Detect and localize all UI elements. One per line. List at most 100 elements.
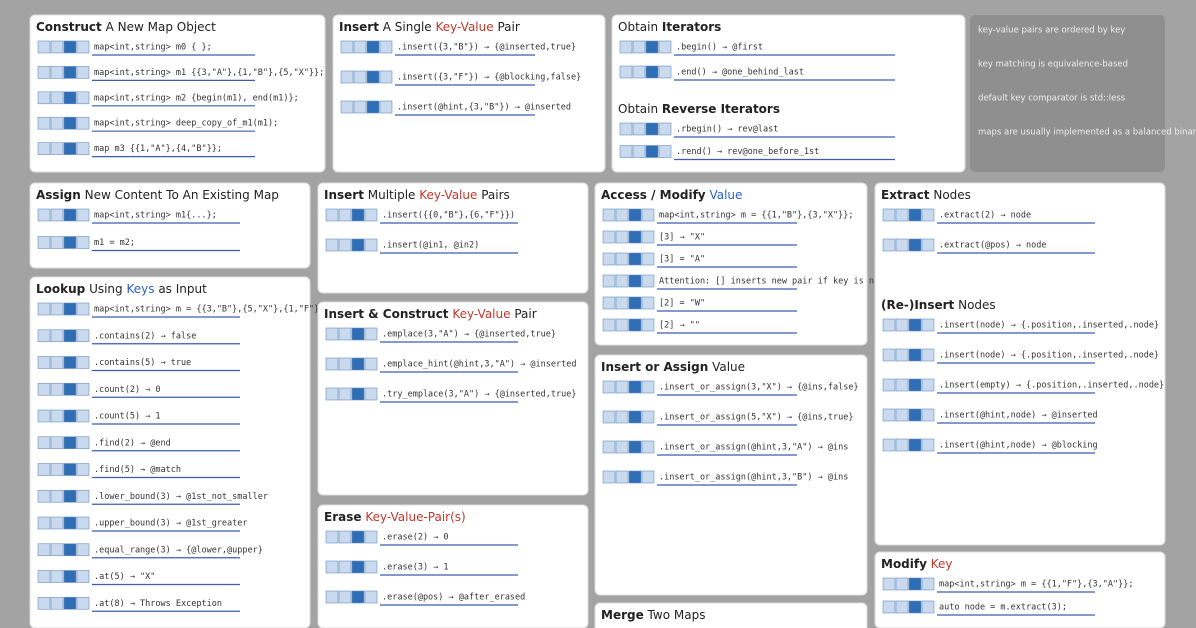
- panel: [874, 182, 1166, 546]
- cell: [50, 409, 64, 423]
- title-part: Obtain: [618, 20, 662, 34]
- cell: [645, 40, 659, 54]
- cell: [602, 274, 616, 288]
- cell: [632, 145, 646, 158]
- cell: [37, 66, 51, 79]
- panel: [874, 551, 1166, 628]
- cell: [908, 408, 922, 422]
- panel: [317, 182, 589, 294]
- code-line: .at(8) → Throws Exception: [94, 599, 222, 609]
- cell: [908, 600, 922, 614]
- cell: [628, 252, 642, 266]
- cell: [619, 122, 633, 136]
- title-part: Modify: [881, 557, 927, 571]
- title-part: Value: [709, 188, 742, 202]
- title-part: Nodes: [930, 188, 971, 202]
- row: Attention: [] inserts new pair if key is…: [602, 274, 930, 290]
- title-part: Lookup: [36, 282, 86, 296]
- title-part: Pair: [494, 20, 520, 34]
- code-line: map<int,string> m = {{1,"B"},{3,"X"}};: [659, 211, 853, 221]
- panel: [29, 182, 311, 269]
- cell: [351, 590, 365, 604]
- cell: [364, 238, 378, 252]
- cell: [63, 208, 77, 222]
- cell: [50, 40, 64, 54]
- cell: [76, 208, 90, 222]
- cell: [895, 238, 909, 252]
- cell: [50, 329, 64, 343]
- cell: [37, 208, 51, 222]
- cell: [37, 142, 51, 155]
- cell: [63, 596, 77, 610]
- code-line: .contains(5) → true: [94, 358, 191, 368]
- cell: [325, 208, 339, 222]
- cell: [76, 489, 90, 503]
- panel: [29, 14, 326, 173]
- row: .at(8) → Throws Exception: [37, 596, 240, 612]
- cell: [366, 100, 380, 114]
- code-line: .erase(2) → 0: [382, 533, 449, 543]
- cell: [366, 70, 380, 84]
- code-line: .insert(@in1, @in2): [382, 241, 479, 251]
- cell: [325, 530, 339, 544]
- cell: [351, 238, 365, 252]
- code-line: map<int,string> m1 {{3,"A"},{1,"B"},{5,"…: [94, 68, 324, 78]
- cell: [63, 236, 77, 249]
- code-line: .extract(@pos) → node: [939, 241, 1046, 251]
- cell: [379, 40, 393, 54]
- row: .erase(2) → 0: [325, 530, 518, 546]
- cell: [615, 274, 629, 288]
- cell: [63, 489, 77, 503]
- panel-title: Construct A New Map Object: [36, 20, 216, 34]
- title-part: Key-Value-Pair(s): [365, 510, 465, 524]
- title-part: Key-Value: [436, 20, 494, 34]
- row: .rend() → rev@one_before_1st: [619, 145, 895, 161]
- cell: [628, 274, 642, 288]
- cell: [921, 408, 935, 422]
- row: .insert(node) → {.position,.inserted,.no…: [882, 348, 1159, 364]
- cell: [76, 436, 90, 450]
- code-line: map<int,string> m0 { };: [94, 43, 212, 53]
- code-line: .try_emplace(3,"A") → {@inserted,true}: [382, 390, 576, 400]
- cell: [37, 302, 51, 316]
- row: .try_emplace(3,"A") → {@inserted,true}: [325, 387, 576, 403]
- cell: [50, 436, 64, 450]
- panel: [29, 276, 311, 628]
- cell: [325, 387, 339, 401]
- cell: [353, 70, 367, 84]
- code-line: .insert(@hint,node) → @blocking: [939, 441, 1098, 451]
- cell: [628, 470, 642, 484]
- cell: [645, 122, 659, 136]
- row: map m3 {{1,"A"},{4,"B"}};: [37, 142, 255, 158]
- cell: [379, 100, 393, 114]
- row: map<int,string> m = {{1,"F"},{3,"A"}};: [882, 577, 1133, 593]
- panel: [317, 301, 589, 496]
- cell: [76, 382, 90, 396]
- title-part: Insert: [324, 188, 364, 202]
- title-part: Extract: [881, 188, 930, 202]
- cell: [63, 382, 77, 396]
- cell: [76, 516, 90, 530]
- cell: [76, 329, 90, 343]
- cell: [364, 590, 378, 604]
- title-part: Key: [931, 557, 953, 571]
- cell: [76, 409, 90, 423]
- panel: [317, 504, 589, 628]
- code-line: map m3 {{1,"A"},{4,"B"}};: [94, 144, 222, 154]
- title-part: Reverse Iterators: [662, 102, 780, 116]
- cell: [619, 40, 633, 54]
- code-line: [3] → "X": [659, 233, 705, 243]
- title-part: Insert: [339, 20, 379, 34]
- cell: [619, 145, 633, 158]
- cell: [908, 208, 922, 222]
- cell: [921, 208, 935, 222]
- cell: [50, 236, 64, 249]
- cell: [63, 329, 77, 343]
- title-part: Insert & Construct: [324, 307, 449, 321]
- panel-title: Insert A Single Key-Value Pair: [339, 20, 520, 34]
- title-part: Value: [708, 360, 745, 374]
- cell: [338, 560, 352, 574]
- cell: [602, 208, 616, 222]
- row: .emplace(3,"A") → {@inserted,true}: [325, 327, 556, 343]
